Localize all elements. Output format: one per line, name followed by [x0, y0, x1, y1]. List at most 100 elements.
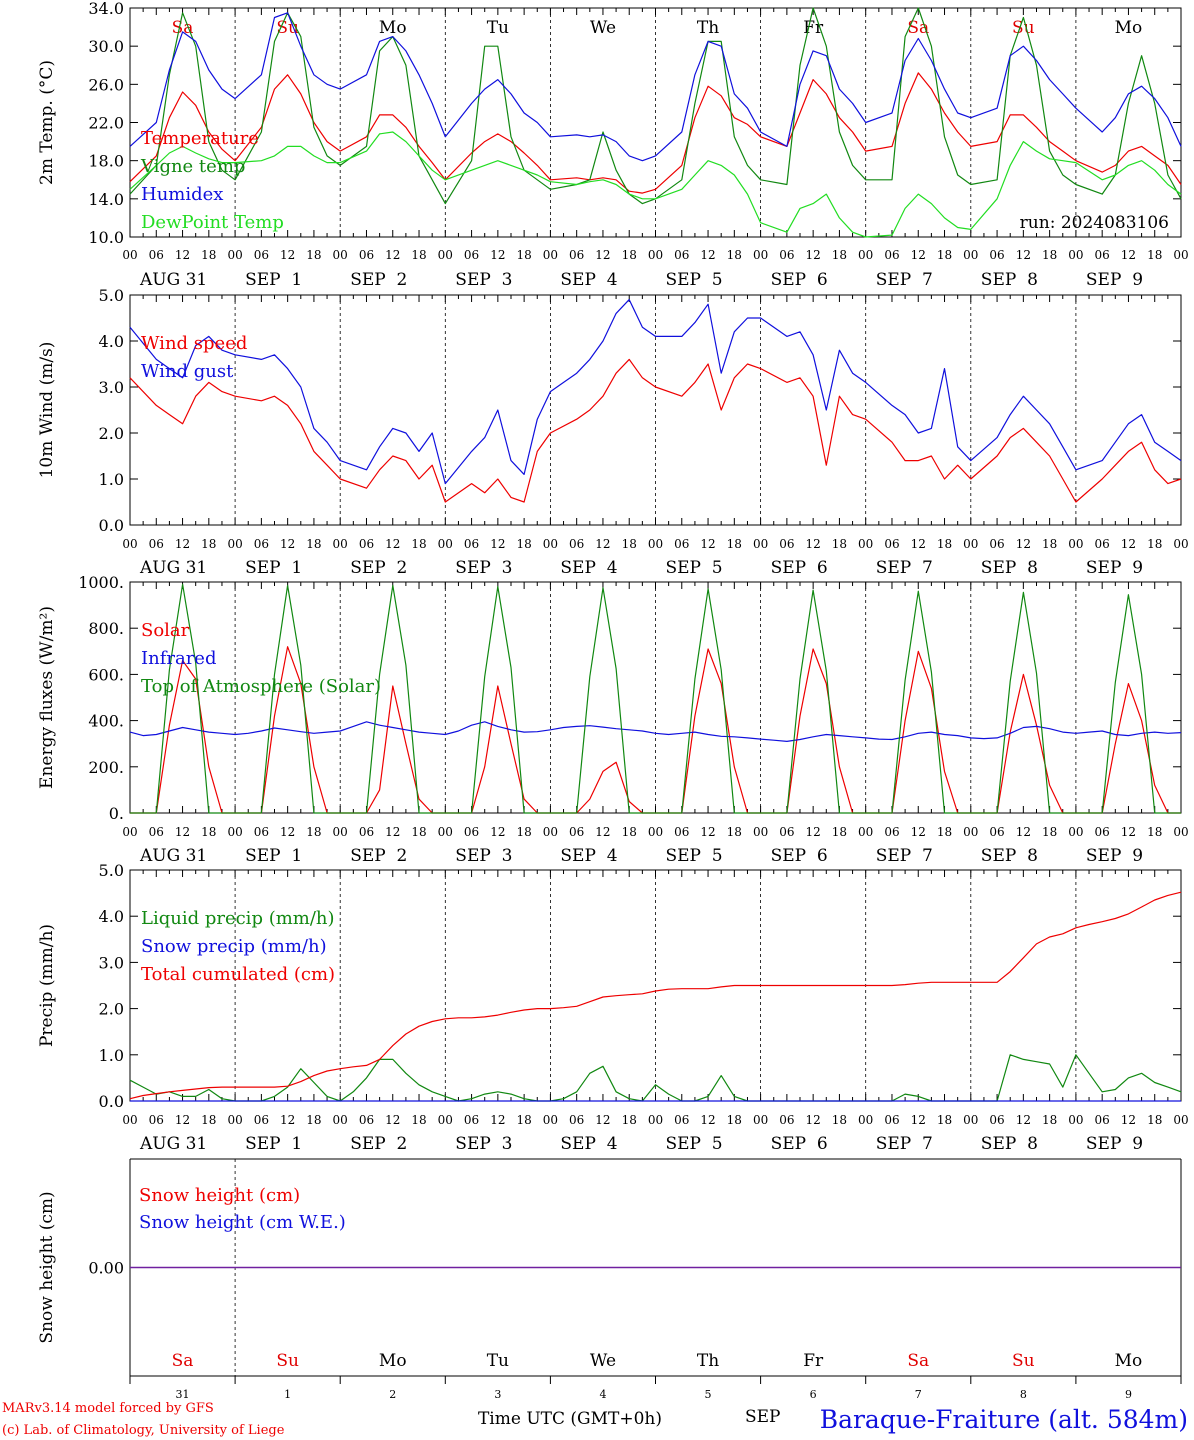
series-line-humidex	[129, 12, 1182, 162]
y-axis-title: Energy fluxes (W/m²)	[37, 606, 57, 789]
series-line-liquid-precip-mm-h	[129, 1054, 1182, 1102]
hour-tick-label: 06	[884, 825, 899, 839]
day-number-label: 4	[599, 1388, 606, 1401]
date-label: SEP 5	[666, 558, 723, 578]
date-label: SEP 7	[876, 270, 933, 290]
legend-entry: Temperature	[141, 128, 259, 149]
hour-tick-label: 12	[280, 1113, 295, 1127]
hour-tick-label: 06	[464, 1113, 479, 1127]
hour-tick-label: 18	[1147, 248, 1162, 262]
hour-tick-label: 06	[674, 537, 689, 551]
weekday-label: Sa	[172, 18, 194, 38]
y-axis-title: Snow height (cm)	[37, 1191, 57, 1343]
date-label: SEP 2	[350, 1134, 407, 1154]
hour-tick-label: 00	[753, 1113, 768, 1127]
y-tick-label: 0.0	[99, 516, 124, 535]
y-tick-label: 14.0	[88, 190, 124, 209]
hour-tick-label: 12	[911, 825, 926, 839]
series-line-wind-speed	[129, 358, 1182, 503]
legend-entry: Solar	[141, 620, 190, 641]
hour-tick-label: 00	[438, 1113, 453, 1127]
footer-model-line: MARv3.14 model forced by GFS	[2, 1401, 214, 1416]
hour-tick-label: 12	[1121, 825, 1136, 839]
date-label: SEP 7	[876, 846, 933, 866]
hour-tick-label: 06	[359, 537, 374, 551]
y-axis-title: 10m Wind (m/s)	[37, 342, 57, 479]
hour-tick-label: 00	[227, 537, 242, 551]
hour-tick-label: 12	[490, 825, 505, 839]
legend-entry: Wind gust	[141, 361, 234, 382]
hour-tick-label: 00	[438, 825, 453, 839]
hour-tick-label: 18	[516, 537, 531, 551]
day-number-label: 1	[284, 1388, 291, 1401]
day-number-label: 9	[1125, 1388, 1132, 1401]
hour-tick-label: 00	[438, 248, 453, 262]
hour-tick-label: 18	[516, 1113, 531, 1127]
hour-tick-label: 18	[1147, 1113, 1162, 1127]
legend-entry: Liquid precip (mm/h)	[141, 908, 335, 929]
weekday-label: Su	[1012, 1351, 1035, 1371]
hour-tick-label: 00	[227, 248, 242, 262]
hour-tick-label: 06	[779, 248, 794, 262]
weekday-label: Sa	[907, 18, 929, 38]
hour-tick-label: 00	[122, 537, 137, 551]
series-line-dewpoint-temp	[129, 131, 1182, 238]
hour-tick-label: 00	[543, 248, 558, 262]
y-tick-label: 10.0	[88, 228, 124, 247]
y-tick-label: 4.0	[99, 332, 124, 351]
hour-tick-label: 00	[543, 825, 558, 839]
day-number-label: 6	[810, 1388, 817, 1401]
legend-entry: Snow precip (mm/h)	[141, 936, 327, 957]
hour-tick-label: 00	[963, 1113, 978, 1127]
day-number-label: 5	[705, 1388, 712, 1401]
day-number-label: 7	[915, 1388, 922, 1401]
x-axis-title: Time UTC (GMT+0h)	[478, 1409, 662, 1429]
day-number-label: 2	[389, 1388, 396, 1401]
date-label: SEP 4	[560, 558, 617, 578]
hour-tick-label: 12	[1121, 537, 1136, 551]
hour-tick-label: 06	[254, 825, 269, 839]
weekday-label: We	[590, 1351, 616, 1371]
weekday-label: Su	[276, 1351, 299, 1371]
weekday-label: Su	[1012, 18, 1035, 38]
hour-tick-label: 00	[122, 248, 137, 262]
hour-tick-label: 18	[411, 248, 426, 262]
hour-tick-label: 06	[989, 825, 1004, 839]
hour-tick-label: 00	[543, 537, 558, 551]
hour-tick-label: 18	[516, 825, 531, 839]
hour-tick-label: 00	[648, 248, 663, 262]
hour-tick-label: 06	[149, 825, 164, 839]
hour-tick-label: 06	[254, 537, 269, 551]
date-label: SEP 9	[1086, 846, 1143, 866]
hour-tick-label: 18	[727, 1113, 742, 1127]
weekday-label: Mo	[379, 18, 407, 38]
hour-tick-label: 00	[1173, 825, 1188, 839]
hour-tick-label: 00	[227, 825, 242, 839]
hour-tick-label: 18	[832, 825, 847, 839]
hour-tick-label: 06	[149, 1113, 164, 1127]
date-label: SEP 8	[981, 846, 1038, 866]
hour-tick-label: 06	[464, 537, 479, 551]
hour-tick-label: 12	[595, 537, 610, 551]
hour-tick-label: 18	[622, 825, 637, 839]
hour-tick-label: 12	[490, 1113, 505, 1127]
panel-precip: 00 06 12 18 00 06 12 18 00 06 12 18 00 06 12 18 00 06 12 18…	[37, 861, 1189, 1154]
weekday-label: Th	[697, 18, 719, 38]
date-label: SEP 9	[1086, 1134, 1143, 1154]
series-line-top-of-atmosphere-solar	[130, 583, 1181, 814]
weekday-label: Mo	[379, 1351, 407, 1371]
hour-tick-label: 06	[464, 248, 479, 262]
y-tick-label: 26.0	[88, 75, 124, 94]
hour-tick-label: 06	[1095, 537, 1110, 551]
date-label: SEP 5	[666, 270, 723, 290]
weekday-label: Mo	[1115, 18, 1143, 38]
hour-tick-label: 12	[1016, 825, 1031, 839]
hour-tick-label: 18	[516, 248, 531, 262]
hour-tick-label: 12	[385, 248, 400, 262]
hour-tick-label: 18	[937, 825, 952, 839]
hour-tick-label: 00	[333, 1113, 348, 1127]
hour-tick-label: 18	[727, 248, 742, 262]
y-tick-label: 30.0	[88, 37, 124, 56]
hour-tick-label: 18	[1042, 537, 1057, 551]
